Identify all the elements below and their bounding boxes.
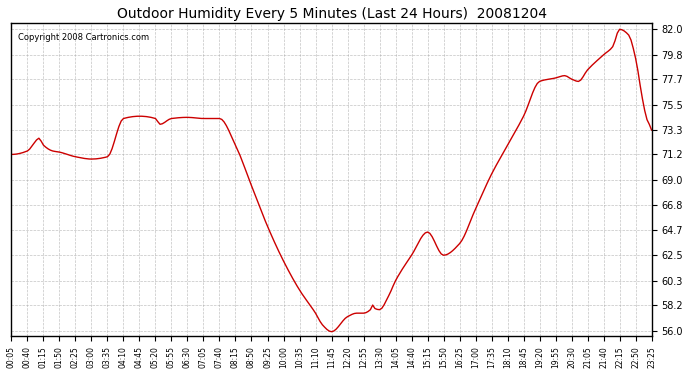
Title: Outdoor Humidity Every 5 Minutes (Last 24 Hours)  20081204: Outdoor Humidity Every 5 Minutes (Last 2…: [117, 7, 546, 21]
Text: Copyright 2008 Cartronics.com: Copyright 2008 Cartronics.com: [18, 33, 149, 42]
